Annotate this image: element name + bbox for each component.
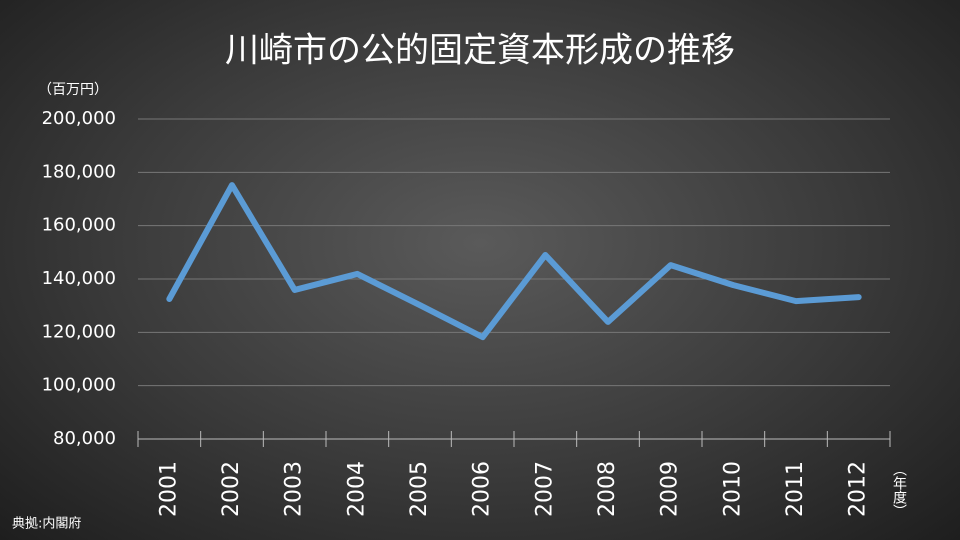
y-tick-label: 100,000 <box>42 375 116 396</box>
x-tick-label: 2006 <box>470 461 495 517</box>
x-tick-label: 2009 <box>658 461 683 517</box>
x-tick-label: 2011 <box>783 461 808 517</box>
y-tick-label: 120,000 <box>42 321 116 342</box>
x-tick-label: 2002 <box>219 461 244 517</box>
y-tick-label: 180,000 <box>42 161 116 182</box>
x-axis-label: （年度） <box>891 462 907 518</box>
y-tick-label: 80,000 <box>53 428 116 449</box>
data-line <box>166 182 862 341</box>
x-tick-label: 2003 <box>282 461 307 517</box>
y-tick-label: 160,000 <box>42 215 116 236</box>
chart-title: 川崎市の公的固定資本形成の推移 <box>225 31 735 71</box>
x-tick-label: 2005 <box>407 461 432 517</box>
y-tick-label: 140,000 <box>42 268 116 289</box>
y-axis-label: （百万円） <box>38 82 108 98</box>
x-tick-label: 2007 <box>532 461 557 517</box>
x-tick-label: 2012 <box>846 461 871 517</box>
x-tick-label: 2010 <box>720 461 745 517</box>
x-tick-label: 2001 <box>156 461 181 517</box>
source: 典拠:内閣府 <box>12 516 81 532</box>
x-tick-label: 2004 <box>344 461 369 517</box>
x-tick-label: 2008 <box>595 461 620 517</box>
y-tick-label: 200,000 <box>42 108 116 129</box>
